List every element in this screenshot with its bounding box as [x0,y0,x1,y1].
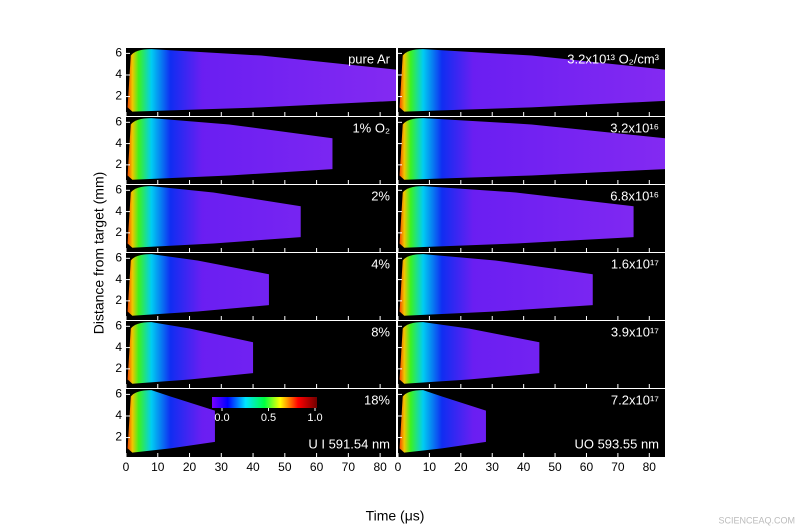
annotation: U I 591.54 nm [308,436,390,451]
x-tick-label: 40 [517,460,531,474]
y-tick-label: 4 [115,67,122,81]
colorbar-tick-label: 0.5 [261,412,276,424]
y-axis-title: Distance from target (mm) [91,172,107,335]
y-tick-label: 4 [115,272,122,286]
plume [399,186,634,248]
y-tick-label: 6 [115,114,122,128]
x-tick-label: 80 [643,460,657,474]
plume [399,49,665,112]
plume [127,186,301,248]
panel-label: 3.2x10¹⁶ [610,120,659,135]
x-tick-label: 30 [486,460,500,474]
plume [127,322,254,384]
watermark: SCIENCEAQ.COM [718,515,795,525]
plume [399,322,540,384]
y-tick-label: 2 [115,225,122,239]
x-tick-label: 50 [548,460,562,474]
x-tick-label: 60 [580,460,594,474]
y-tick-label: 6 [115,250,122,264]
colorbar-tick-label: 1.0 [307,412,322,424]
plume [127,118,333,180]
y-tick-label: 4 [115,340,122,354]
y-tick-label: 4 [115,408,122,422]
y-tick-label: 6 [115,387,122,401]
panel-label: pure Ar [348,51,391,66]
y-tick-label: 2 [115,430,122,444]
x-tick-label: 60 [310,460,324,474]
colorbar [212,397,317,408]
plume [399,390,486,453]
y-tick-label: 6 [115,318,122,332]
panel-label: 3.2x10¹³ O₂/cm³ [567,51,659,66]
x-tick-label: 20 [183,460,197,474]
annotation: UO 593.55 nm [574,436,659,451]
y-tick-label: 6 [115,182,122,196]
x-tick-label: 80 [373,460,387,474]
panel-label: 7.2x10¹⁷ [611,392,659,407]
panel-label: 1% O₂ [352,120,390,135]
panel-label: 8% [371,324,390,339]
plume [399,254,593,316]
x-tick-label: 20 [454,460,468,474]
y-tick-label: 6 [115,46,122,60]
x-tick-label: 10 [423,460,437,474]
plume [127,49,397,112]
x-tick-label: 70 [342,460,356,474]
panel-label: 1.6x10¹⁷ [611,256,659,271]
plume [127,254,269,316]
colorbar-tick-label: 0.0 [214,412,229,424]
x-tick-label: 30 [215,460,229,474]
panel-label: 4% [371,256,390,271]
y-tick-label: 2 [115,89,122,103]
panel-label: 6.8x10¹⁶ [610,188,659,203]
x-tick-label: 0 [123,460,130,474]
y-tick-label: 4 [115,136,122,150]
x-tick-label: 50 [278,460,292,474]
x-tick-label: 0 [395,460,402,474]
plume [127,390,215,453]
y-tick-label: 4 [115,204,122,218]
y-tick-label: 2 [115,293,122,307]
panel-label: 18% [364,392,390,407]
panel-label: 2% [371,188,390,203]
y-tick-label: 2 [115,361,122,375]
x-tick-label: 70 [611,460,625,474]
x-axis-title: Time (μs) [366,508,425,524]
y-tick-label: 2 [115,157,122,171]
x-tick-label: 10 [151,460,165,474]
x-tick-label: 40 [246,460,260,474]
plume [399,118,665,180]
panel-label: 3.9x10¹⁷ [611,324,659,339]
